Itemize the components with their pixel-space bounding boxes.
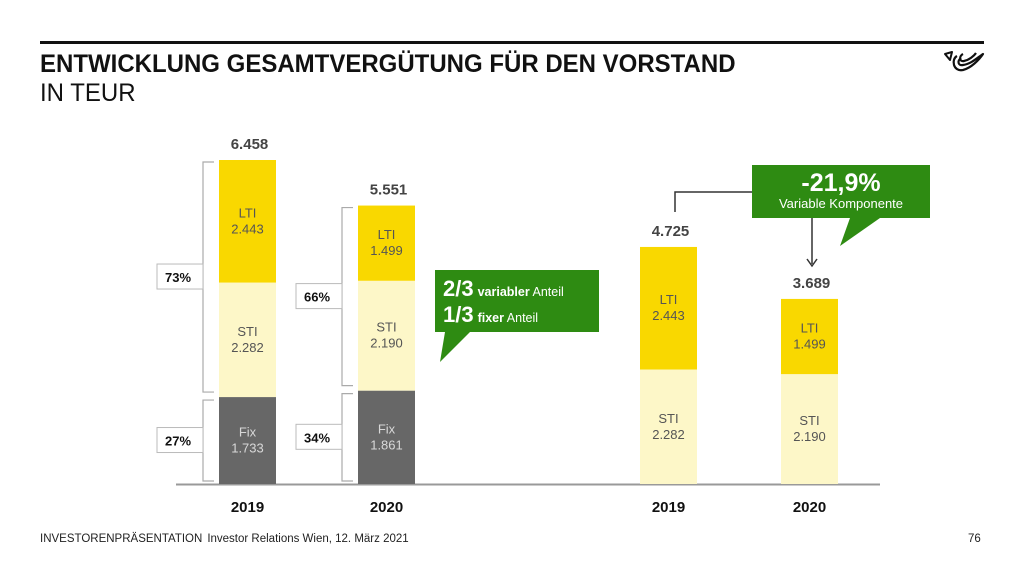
header-rule — [40, 41, 984, 44]
change-callout-tail — [840, 218, 880, 246]
bar-segment-lti — [640, 246, 697, 370]
segment-name-label: STI — [376, 320, 396, 335]
bar-total-label: 5.551 — [370, 182, 408, 199]
fix-label: Anteil — [506, 311, 539, 325]
segment-name-label: LTI — [801, 321, 819, 336]
bar-segment-fix — [219, 397, 276, 484]
change-callout: -21,9% Variable Komponente — [752, 165, 930, 218]
change-value: -21,9% — [801, 169, 881, 197]
variable-bracket — [202, 161, 214, 393]
fix-pct-label: 34% — [304, 430, 330, 445]
segment-name-label: STI — [799, 413, 819, 428]
bar-segment-lti — [781, 298, 838, 375]
category-label: 2020 — [370, 499, 403, 516]
variable-label: Anteil — [532, 285, 564, 299]
segment-value-label: 1.861 — [370, 437, 403, 452]
bar-total-label: 4.725 — [652, 223, 690, 240]
share-callout-tail — [440, 332, 470, 362]
variable-fraction: 2/3 — [443, 276, 474, 301]
segment-value-label: 1.499 — [370, 243, 403, 258]
segment-name-label: STI — [658, 411, 678, 426]
segment-name-label: LTI — [378, 227, 396, 242]
variable-pct-label: 73% — [165, 270, 191, 285]
segment-name-label: Fix — [378, 421, 396, 436]
footer: INVESTORENPRÄSENTATION Investor Relations… — [40, 533, 409, 545]
segment-name-label: STI — [237, 324, 257, 339]
segment-name-label: LTI — [660, 292, 678, 307]
segment-name-label: Fix — [239, 425, 257, 440]
variable-label-bold: variabler — [477, 285, 530, 299]
bar-segment-lti — [219, 160, 276, 283]
category-label: 2019 — [652, 499, 685, 516]
variable-pct-box — [156, 263, 204, 290]
segment-value-label: 2.282 — [652, 427, 685, 442]
segment-value-label: 2.190 — [793, 429, 826, 444]
segment-value-label: 1.499 — [793, 337, 826, 352]
fix-label-bold: fixer — [477, 311, 504, 325]
segment-value-label: 2.443 — [231, 221, 264, 236]
bar-segment-sti — [781, 374, 838, 484]
segment-value-label: 2.190 — [370, 336, 403, 351]
fix-bracket — [202, 399, 214, 482]
share-callout: 2/3 variabler Anteil 1/3 fixer Anteil — [435, 270, 599, 332]
bar-total-label: 3.689 — [793, 275, 831, 292]
change-connector-line — [674, 191, 752, 212]
bar-segment-fix — [358, 390, 415, 484]
page-subtitle: IN TEUR — [40, 79, 136, 107]
segment-value-label: 2.282 — [231, 340, 264, 355]
arrow-down-icon — [806, 258, 818, 268]
bar-segment-sti — [640, 369, 697, 484]
category-label: 2020 — [793, 499, 826, 516]
segment-value-label: 2.443 — [652, 308, 685, 323]
segment-value-label: 1.733 — [231, 441, 264, 456]
fix-fraction: 1/3 — [443, 302, 474, 327]
footer-section: INVESTORENPRÄSENTATION — [40, 533, 203, 545]
page-number: 76 — [968, 533, 981, 545]
page-title: ENTWICKLUNG GESAMTVERGÜTUNG FÜR DEN VORS… — [40, 50, 736, 78]
variable-bracket — [341, 206, 353, 387]
variable-pct-box — [295, 283, 343, 310]
bar-segment-sti — [219, 282, 276, 398]
variable-pct-label: 66% — [304, 290, 330, 305]
fix-pct-label: 27% — [165, 434, 191, 449]
segment-name-label: LTI — [239, 205, 257, 220]
posthorn-logo-icon — [944, 51, 985, 72]
bar-total-label: 6.458 — [231, 136, 269, 153]
category-label: 2019 — [231, 499, 264, 516]
bar-segment-sti — [358, 280, 415, 391]
fix-bracket — [341, 393, 353, 482]
change-label: Variable Komponente — [778, 196, 904, 211]
footer-info: Investor Relations Wien, 12. März 2021 — [207, 533, 409, 545]
fix-pct-box — [295, 423, 343, 450]
bar-segment-lti — [358, 205, 415, 281]
fix-pct-box — [156, 427, 204, 454]
